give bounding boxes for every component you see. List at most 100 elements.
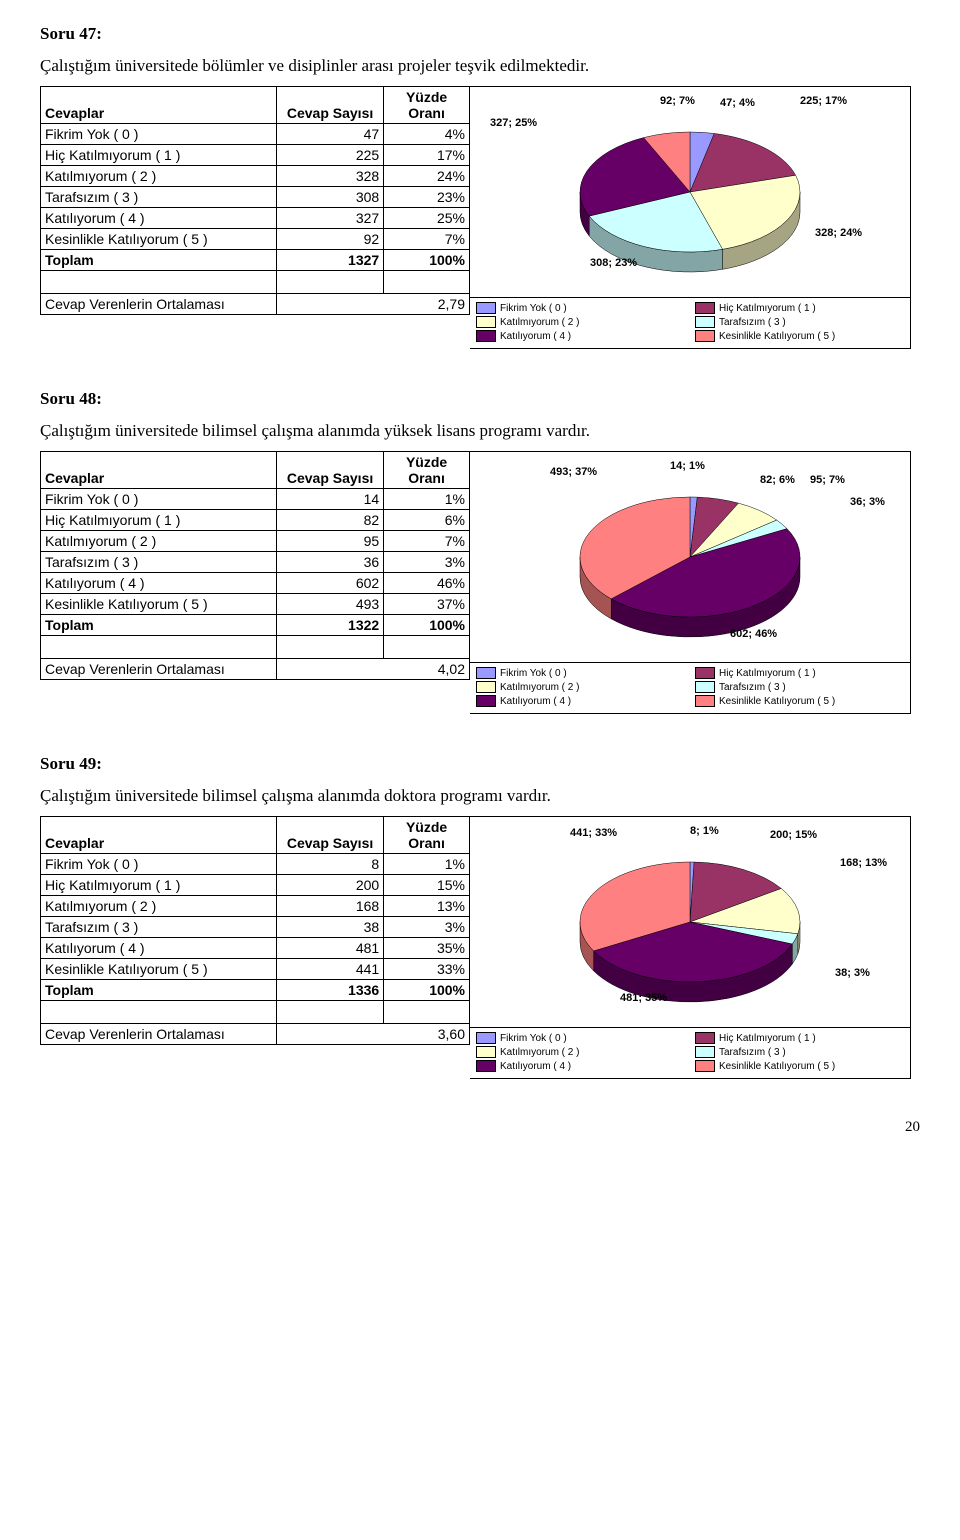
- question-desc: Çalıştığım üniversitede bölümler ve disi…: [40, 56, 920, 76]
- pie-area: 92; 7%47; 4%225; 17%327; 25%328; 24%308;…: [470, 87, 910, 297]
- legend-swatch: [476, 316, 496, 328]
- row-label: Hiç Katılmıyorum ( 1 ): [41, 875, 277, 896]
- legend-label: Tarafsızım ( 3 ): [719, 682, 786, 693]
- legend-label: Katılıyorum ( 4 ): [500, 696, 571, 707]
- pie-callout: 308; 23%: [590, 257, 637, 269]
- pie-callout: 328; 24%: [815, 227, 862, 239]
- row-pct: 7%: [384, 229, 470, 250]
- question-title: Soru 49:: [40, 754, 920, 774]
- col-cevaplar: Cevaplar: [41, 817, 277, 854]
- table-avg-row: Cevap Verenlerin Ortalaması 3,60: [41, 1024, 470, 1045]
- pie-area: 441; 33%8; 1%200; 15%168; 13%38; 3%481; …: [470, 817, 910, 1027]
- legend-item: Fikrim Yok ( 0 ): [476, 1032, 685, 1044]
- legend-swatch: [476, 302, 496, 314]
- legend-item: Katılıyorum ( 4 ): [476, 330, 685, 342]
- row-pct: 1%: [384, 489, 470, 510]
- row-label: Katılmıyorum ( 2 ): [41, 896, 277, 917]
- legend-item: Hiç Katılmıyorum ( 1 ): [695, 1032, 904, 1044]
- table-row: Katılıyorum ( 4 ) 481 35%: [41, 938, 470, 959]
- pie-callout: 8; 1%: [690, 825, 719, 837]
- legend-swatch: [476, 1032, 496, 1044]
- legend-label: Tarafsızım ( 3 ): [719, 317, 786, 328]
- row-pct: 3%: [384, 552, 470, 573]
- col-cevaplar: Cevaplar: [41, 87, 277, 124]
- legend-swatch: [695, 330, 715, 342]
- row-pct: 37%: [384, 594, 470, 615]
- data-table-wrap: Cevaplar Cevap Sayısı Yüzde Oranı Fikrim…: [40, 86, 470, 349]
- legend-swatch: [695, 695, 715, 707]
- row-label: Kesinlikle Katılıyorum ( 5 ): [41, 229, 277, 250]
- col-sayisi: Cevap Sayısı: [276, 452, 383, 489]
- table-row: Tarafsızım ( 3 ) 38 3%: [41, 917, 470, 938]
- legend-label: Fikrim Yok ( 0 ): [500, 303, 567, 314]
- legend-swatch: [695, 302, 715, 314]
- pie-callout: 602; 46%: [730, 628, 777, 640]
- pie-callout: 14; 1%: [670, 460, 705, 472]
- pie-callout: 168; 13%: [840, 857, 887, 869]
- table-row: Fikrim Yok ( 0 ) 14 1%: [41, 489, 470, 510]
- table-header-row: Cevaplar Cevap Sayısı Yüzde Oranı: [41, 817, 470, 854]
- legend-label: Kesinlikle Katılıyorum ( 5 ): [719, 696, 835, 707]
- total-label: Toplam: [41, 615, 277, 636]
- pie-callout: 36; 3%: [850, 496, 885, 508]
- chart-legend: Fikrim Yok ( 0 ) Hiç Katılmıyorum ( 1 ) …: [470, 297, 910, 348]
- row-label: Katılmıyorum ( 2 ): [41, 166, 277, 187]
- pie-callout: 82; 6%: [760, 474, 795, 486]
- legend-item: Tarafsızım ( 3 ): [695, 681, 904, 693]
- col-sayisi: Cevap Sayısı: [276, 817, 383, 854]
- legend-label: Hiç Katılmıyorum ( 1 ): [719, 668, 816, 679]
- row-pct: 33%: [384, 959, 470, 980]
- question-block: Soru 49: Çalıştığım üniversitede bilimse…: [40, 754, 920, 1079]
- legend-label: Hiç Katılmıyorum ( 1 ): [719, 303, 816, 314]
- table-row: Fikrim Yok ( 0 ) 47 4%: [41, 124, 470, 145]
- col-sayisi: Cevap Sayısı: [276, 87, 383, 124]
- legend-item: Tarafsızım ( 3 ): [695, 1046, 904, 1058]
- row-count: 200: [276, 875, 383, 896]
- row-pct: 6%: [384, 510, 470, 531]
- legend-label: Kesinlikle Katılıyorum ( 5 ): [719, 1061, 835, 1072]
- row-count: 47: [276, 124, 383, 145]
- row-pct: 15%: [384, 875, 470, 896]
- chart-panel: 493; 37%14; 1%82; 6%95; 7%36; 3%602; 46%…: [470, 451, 911, 714]
- total-pct: 100%: [384, 615, 470, 636]
- row-count: 14: [276, 489, 383, 510]
- legend-item: Katılmıyorum ( 2 ): [476, 681, 685, 693]
- chart-panel: 92; 7%47; 4%225; 17%327; 25%328; 24%308;…: [470, 86, 911, 349]
- row-pct: 3%: [384, 917, 470, 938]
- question-block: Soru 48: Çalıştığım üniversitede bilimse…: [40, 389, 920, 714]
- row-label: Tarafsızım ( 3 ): [41, 187, 277, 208]
- legend-item: Kesinlikle Katılıyorum ( 5 ): [695, 330, 904, 342]
- legend-swatch: [476, 667, 496, 679]
- legend-item: Hiç Katılmıyorum ( 1 ): [695, 667, 904, 679]
- pie-callout: 225; 17%: [800, 95, 847, 107]
- table-row: Tarafsızım ( 3 ) 36 3%: [41, 552, 470, 573]
- row-count: 602: [276, 573, 383, 594]
- question-desc: Çalıştığım üniversitede bilimsel çalışma…: [40, 786, 920, 806]
- row-pct: 17%: [384, 145, 470, 166]
- row-label: Hiç Katılmıyorum ( 1 ): [41, 510, 277, 531]
- table-row: Katılmıyorum ( 2 ) 95 7%: [41, 531, 470, 552]
- legend-swatch: [695, 681, 715, 693]
- row-count: 168: [276, 896, 383, 917]
- row-label: Fikrim Yok ( 0 ): [41, 489, 277, 510]
- legend-item: Kesinlikle Katılıyorum ( 5 ): [695, 695, 904, 707]
- avg-value: 4,02: [276, 659, 469, 680]
- question-title: Soru 48:: [40, 389, 920, 409]
- legend-item: Tarafsızım ( 3 ): [695, 316, 904, 328]
- pie-callout: 327; 25%: [490, 117, 537, 129]
- row-count: 95: [276, 531, 383, 552]
- legend-label: Kesinlikle Katılıyorum ( 5 ): [719, 331, 835, 342]
- row-label: Fikrim Yok ( 0 ): [41, 854, 277, 875]
- table-row: Hiç Katılmıyorum ( 1 ) 82 6%: [41, 510, 470, 531]
- pie-callout: 92; 7%: [660, 95, 695, 107]
- avg-label: Cevap Verenlerin Ortalaması: [41, 659, 277, 680]
- total-count: 1327: [276, 250, 383, 271]
- table-avg-row: Cevap Verenlerin Ortalaması 4,02: [41, 659, 470, 680]
- table-row: Hiç Katılmıyorum ( 1 ) 200 15%: [41, 875, 470, 896]
- row-count: 92: [276, 229, 383, 250]
- legend-label: Hiç Katılmıyorum ( 1 ): [719, 1033, 816, 1044]
- row-label: Kesinlikle Katılıyorum ( 5 ): [41, 594, 277, 615]
- legend-label: Katılmıyorum ( 2 ): [500, 682, 579, 693]
- col-yuzde: Yüzde Oranı: [384, 87, 470, 124]
- legend-swatch: [695, 1032, 715, 1044]
